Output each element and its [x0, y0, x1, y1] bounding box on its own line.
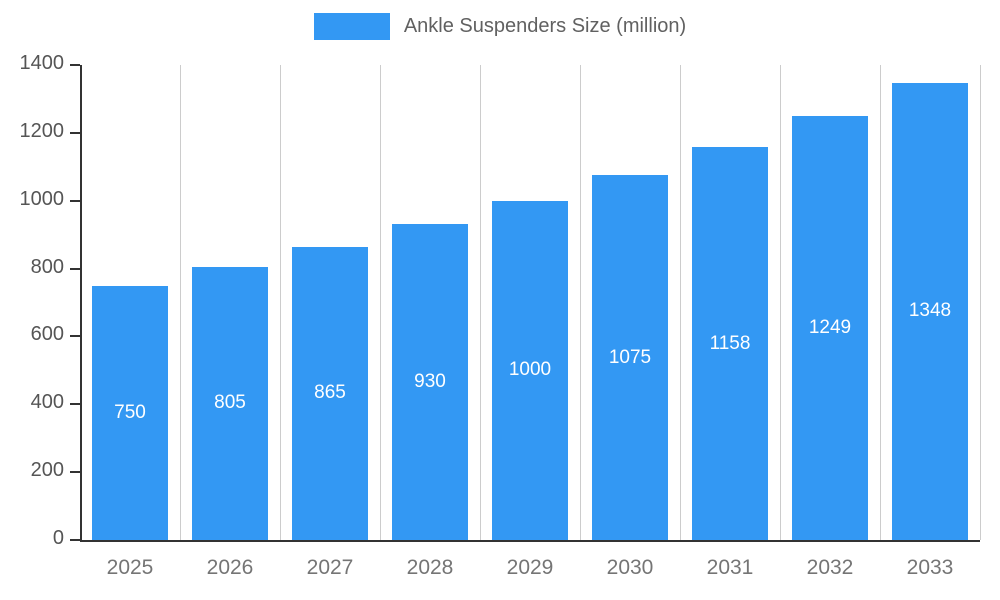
- legend-swatch[interactable]: [313, 13, 390, 40]
- y-tick-label: 1200: [19, 119, 65, 142]
- y-tick-label: 400: [30, 391, 64, 414]
- bar-value-label: 805: [214, 392, 246, 414]
- bar-value-label: 1158: [709, 332, 751, 354]
- bar-value-label: 750: [114, 401, 146, 423]
- grid-line: [680, 65, 681, 540]
- x-tick-label: 2033: [906, 556, 954, 579]
- x-tick-label: 2026: [206, 556, 254, 579]
- x-tick-label: 2031: [706, 556, 754, 579]
- y-tick-mark: [70, 267, 80, 270]
- bar-value-label: 930: [414, 371, 446, 393]
- grid-line: [780, 65, 781, 540]
- y-tick-mark: [70, 64, 80, 66]
- bar[interactable]: 1348: [892, 82, 968, 540]
- x-tick-label: 2028: [406, 556, 454, 579]
- bar-value-label: 1075: [608, 346, 652, 368]
- bar[interactable]: 1158: [692, 147, 768, 540]
- x-tick-label: 2027: [306, 556, 354, 579]
- bar[interactable]: 865: [292, 246, 368, 540]
- bar[interactable]: 930: [392, 224, 468, 540]
- grid-line: [380, 65, 381, 540]
- y-tick-mark: [70, 335, 80, 338]
- grid-line: [180, 65, 181, 540]
- legend[interactable]: Ankle Suspenders Size (million): [0, 13, 1000, 40]
- bar[interactable]: 805: [192, 266, 268, 540]
- y-tick-mark: [70, 199, 80, 202]
- bar[interactable]: 1249: [792, 116, 868, 540]
- y-tick-label: 0: [52, 527, 64, 549]
- legend-label: Ankle Suspenders Size (million): [403, 15, 687, 37]
- bar-value-label: 1000: [508, 359, 552, 381]
- y-tick-mark: [70, 539, 80, 541]
- grid-line: [880, 65, 881, 540]
- bar[interactable]: 750: [92, 285, 168, 540]
- grid-line: [580, 65, 581, 540]
- y-axis-line: [80, 65, 82, 540]
- bar-value-label: 865: [314, 382, 346, 404]
- grid-line: [280, 65, 281, 540]
- bar[interactable]: 1075: [592, 175, 668, 540]
- x-tick-label: 2029: [506, 556, 554, 579]
- grid-line: [480, 65, 481, 540]
- y-tick-label: 600: [30, 323, 64, 346]
- grid-line: [980, 65, 981, 540]
- y-tick-mark: [70, 471, 80, 474]
- bar-value-label: 1249: [808, 317, 852, 339]
- x-tick-label: 2032: [806, 556, 854, 579]
- x-tick-label: 2030: [606, 556, 654, 579]
- y-tick-label: 800: [30, 255, 64, 278]
- x-axis-line: [80, 540, 980, 542]
- y-tick-label: 1000: [19, 187, 65, 210]
- y-tick-mark: [70, 131, 80, 134]
- y-tick-mark: [70, 403, 80, 406]
- y-tick-label: 1400: [19, 52, 65, 74]
- x-tick-label: 2025: [106, 556, 154, 579]
- y-tick-label: 200: [30, 459, 64, 482]
- bar[interactable]: 1000: [492, 200, 568, 540]
- bar-value-label: 1348: [908, 300, 952, 322]
